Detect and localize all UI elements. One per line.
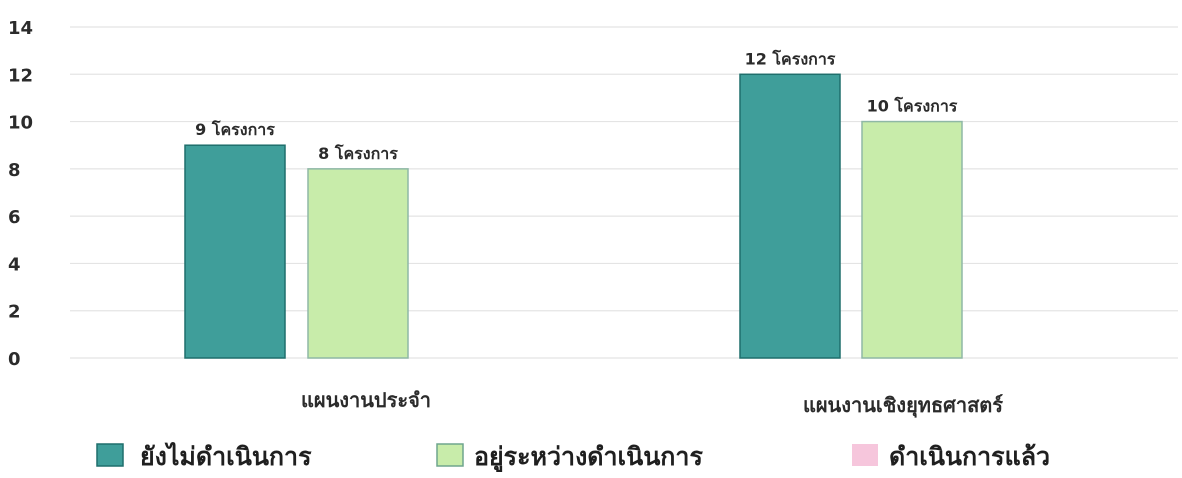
category-label: แผนงานประจำ — [301, 388, 431, 412]
bar-not-started — [184, 144, 286, 359]
bar-data-label: 12 โครงการ — [745, 48, 836, 68]
y-tick-label: 14 — [8, 18, 33, 39]
category-label: แผนงานเชิงยุทธศาสตร์ — [803, 393, 1003, 418]
bars — [184, 73, 963, 359]
y-tick-label: 8 — [8, 160, 21, 181]
legend: ยังไม่ดำเนินการ อยู่ระหว่างดำเนินการ ดำเนิ… — [96, 441, 1050, 473]
bar-in-progress — [307, 168, 409, 359]
y-tick-label: 6 — [8, 207, 21, 228]
y-tick-label: 2 — [8, 302, 21, 323]
y-tick-label: 12 — [8, 65, 33, 86]
bar-data-label: 10 โครงการ — [867, 96, 958, 116]
y-tick-label: 4 — [8, 254, 21, 275]
y-axis-ticks: 0 2 4 6 8 10 12 14 — [8, 18, 33, 370]
bar-data-label: 8 โครงการ — [318, 143, 398, 163]
legend-label: ยังไม่ดำเนินการ — [140, 441, 312, 471]
bar-not-started — [739, 73, 841, 359]
data-labels: 9 โครงการ 8 โครงการ 12 โครงการ 10 โครงการ — [195, 48, 958, 163]
y-tick-label: 10 — [8, 113, 33, 134]
y-tick-label: 0 — [8, 349, 21, 370]
bar-data-label: 9 โครงการ — [195, 119, 275, 139]
legend-swatch-in-progress — [436, 443, 464, 467]
legend-swatch-not-started — [96, 443, 124, 467]
category-labels: แผนงานประจำ แผนงานเชิงยุทธศาสตร์ — [301, 388, 1003, 418]
legend-label: อยู่ระหว่างดำเนินการ — [474, 442, 703, 473]
bar-in-progress — [861, 120, 963, 359]
legend-swatch-completed — [852, 444, 878, 466]
legend-label: ดำเนินการแล้ว — [889, 442, 1050, 471]
